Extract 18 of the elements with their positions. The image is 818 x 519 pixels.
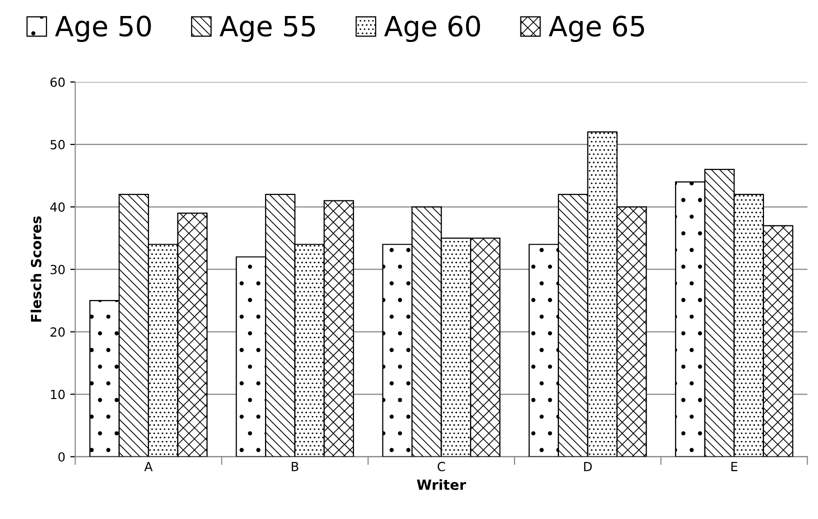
y-tick-label: 10 — [51, 390, 65, 400]
y-tick-label: 50 — [50, 140, 65, 150]
y-tick-label: 30 — [50, 264, 65, 274]
x-axis-title: Writer — [416, 479, 466, 490]
x-tick-label: B — [292, 462, 298, 472]
legend-label: Age 65 — [548, 16, 644, 42]
legend-label: Age 55 — [220, 16, 315, 42]
x-tick-label: E — [731, 462, 738, 472]
y-tick-label: 40 — [50, 202, 65, 212]
legend-label: Age 60 — [384, 16, 480, 42]
legend-label: Age 50 — [55, 16, 151, 42]
x-tick-label: C — [438, 462, 445, 472]
y-axis-title: Flesch Scores — [30, 216, 42, 322]
y-tick-label: 0 — [58, 452, 65, 462]
x-tick-label: A — [144, 462, 153, 472]
y-tick-label: 60 — [50, 77, 65, 87]
y-tick-label: 20 — [50, 327, 65, 337]
x-tick-label: D — [584, 462, 592, 472]
